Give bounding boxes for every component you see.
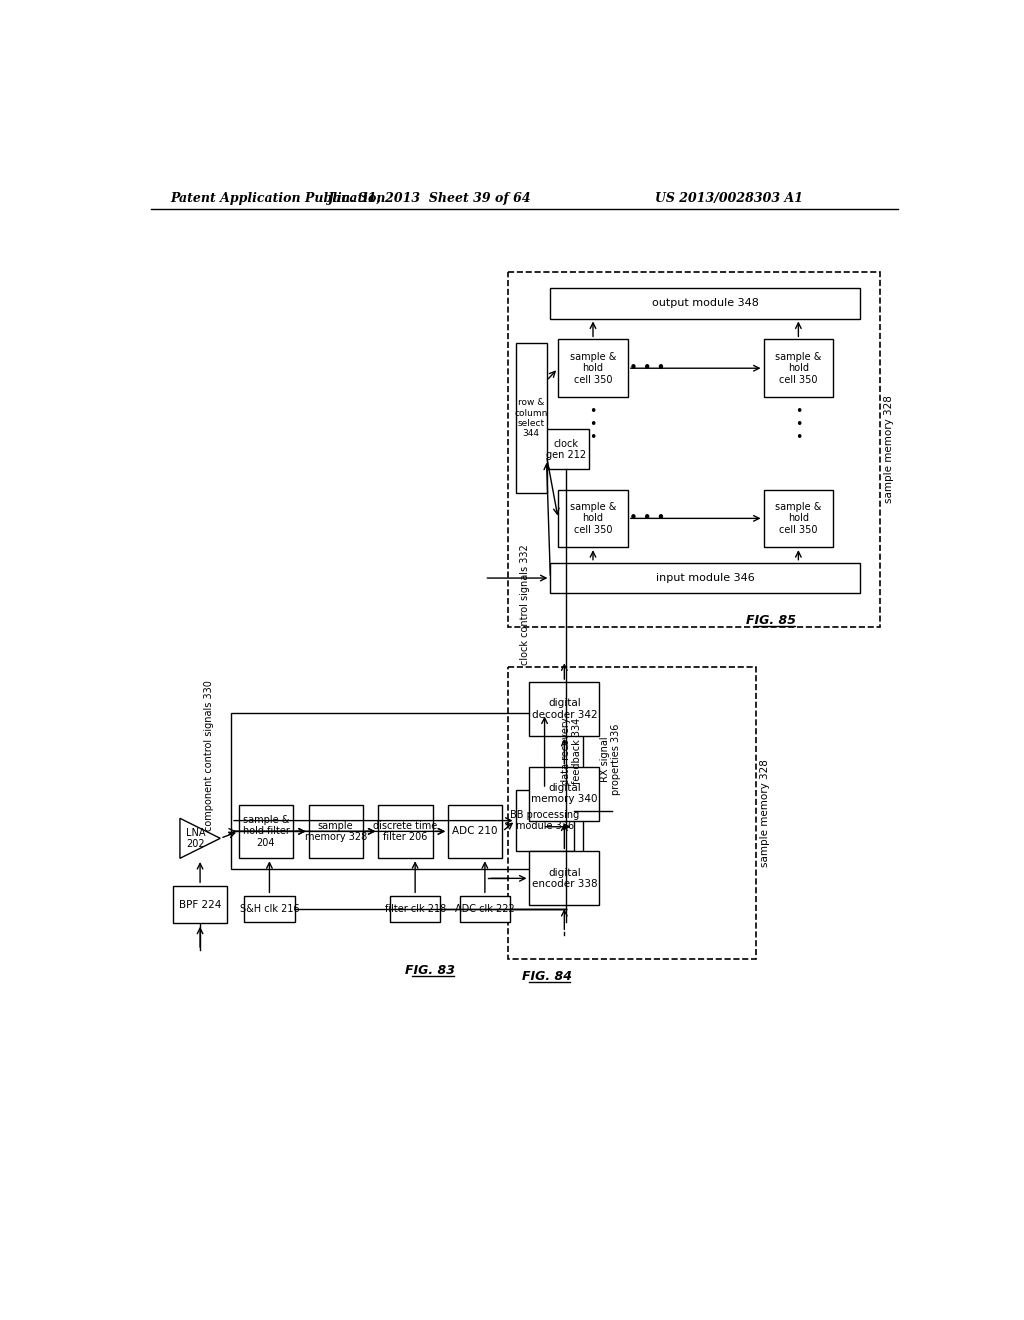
Bar [529,682,599,737]
Bar [550,562,860,594]
Text: •
•
•: • • • [795,404,802,444]
Text: sample
memory 328: sample memory 328 [304,821,367,842]
Bar [550,288,860,318]
Text: sample &
hold filter
204: sample & hold filter 204 [243,814,290,847]
Text: • • •: • • • [629,511,666,525]
Bar [515,789,573,851]
Bar [245,896,295,923]
Text: digital
encoder 338: digital encoder 338 [531,867,597,890]
Bar [460,896,510,923]
Text: component control signals 330: component control signals 330 [204,680,214,830]
Text: sample memory 328: sample memory 328 [760,759,770,867]
Text: Patent Application Publication: Patent Application Publication [171,191,386,205]
Bar [308,805,362,858]
Bar [764,339,834,397]
Text: filter clk 218: filter clk 218 [385,904,445,915]
Text: BB processing
module 326: BB processing module 326 [510,809,580,832]
Text: FIG. 83: FIG. 83 [406,964,456,977]
Text: S&H clk 216: S&H clk 216 [240,904,299,915]
Text: digital
decoder 342: digital decoder 342 [531,698,597,719]
Text: clock
gen 212: clock gen 212 [546,438,586,461]
Bar [558,339,628,397]
Text: sample &
hold
cell 350: sample & hold cell 350 [775,502,821,535]
Text: sample &
hold
cell 350: sample & hold cell 350 [569,351,616,385]
Bar [529,767,599,821]
Bar [508,667,756,960]
Text: digital
memory 340: digital memory 340 [531,783,598,804]
Text: FIG. 85: FIG. 85 [746,614,797,627]
Text: data recovery
feedback 334: data recovery feedback 334 [561,718,583,785]
Bar [515,343,547,494]
Text: •
•
•: • • • [590,404,597,444]
Text: Jan. 31, 2013  Sheet 39 of 64: Jan. 31, 2013 Sheet 39 of 64 [329,191,532,205]
Bar [239,805,293,858]
Bar [558,490,628,548]
Text: US 2013/0028303 A1: US 2013/0028303 A1 [655,191,803,205]
Text: clock control signals 332: clock control signals 332 [520,545,529,665]
Text: BPF 224: BPF 224 [179,899,221,909]
Text: LNA
202: LNA 202 [185,828,205,849]
Bar [390,896,440,923]
Text: input module 346: input module 346 [656,573,755,583]
Text: discrete time
filter 206: discrete time filter 206 [374,821,437,842]
Bar [764,490,834,548]
Text: • • •: • • • [629,360,666,376]
Text: output module 348: output module 348 [652,298,759,308]
Text: row &
column
select
344: row & column select 344 [514,399,548,438]
Text: FIG. 84: FIG. 84 [521,970,571,982]
Bar [543,429,589,470]
Bar [378,805,432,858]
Text: sample memory 328: sample memory 328 [884,396,894,503]
Bar [173,886,227,923]
Bar [508,272,880,627]
Bar [231,713,583,869]
Text: RX signal
properties 336: RX signal properties 336 [600,723,622,795]
Text: ADC 210: ADC 210 [453,826,498,837]
Bar [449,805,503,858]
Text: ADC clk 222: ADC clk 222 [455,904,515,915]
Text: sample &
hold
cell 350: sample & hold cell 350 [775,351,821,385]
Bar [529,851,599,906]
Text: sample &
hold
cell 350: sample & hold cell 350 [569,502,616,535]
